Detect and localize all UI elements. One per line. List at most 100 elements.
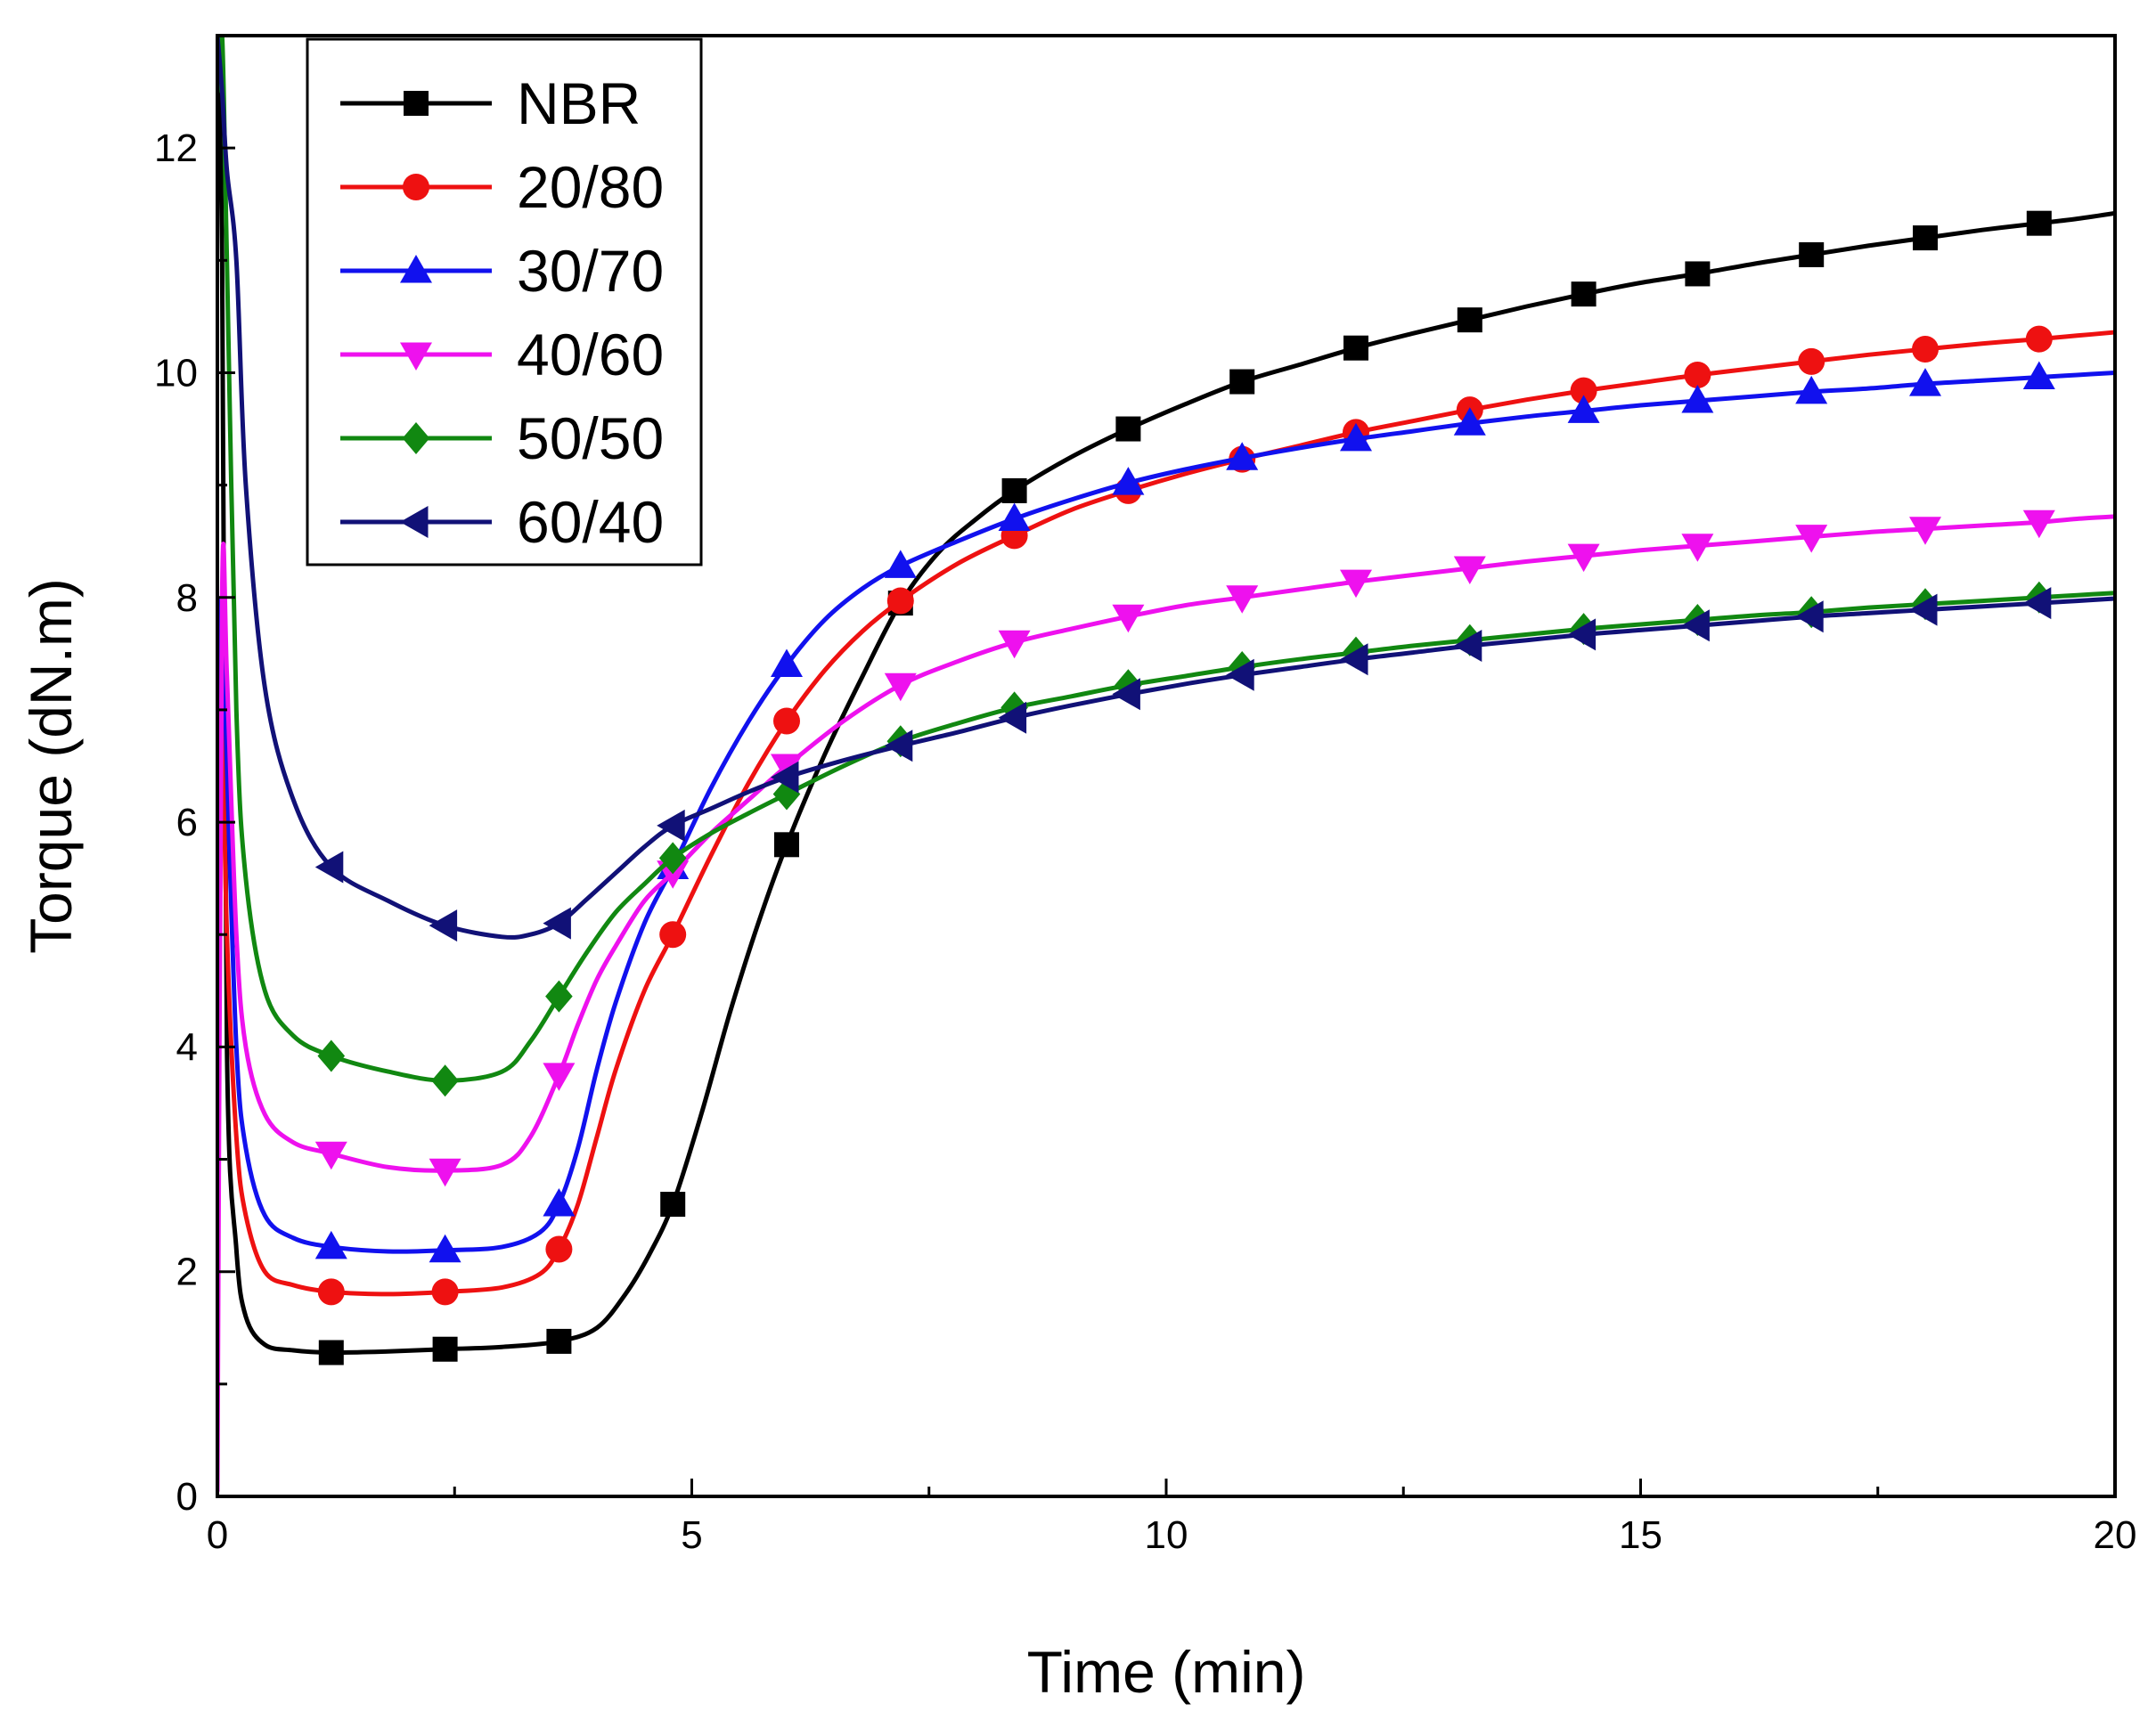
data-point (774, 832, 799, 858)
data-point (1567, 543, 1600, 573)
data-point (884, 550, 917, 578)
x-axis-title: Time (min) (1027, 1639, 1306, 1705)
data-point (1340, 643, 1368, 676)
data-point (1001, 477, 1027, 503)
legend: NBR 20/80 30/70 40/60 50/50 60/40 (306, 37, 703, 566)
data-point (429, 1158, 461, 1187)
data-point (2025, 325, 2053, 353)
legend-label: 60/40 (517, 489, 664, 555)
data-point (1567, 618, 1597, 651)
data-point (998, 630, 1031, 659)
data-point (429, 909, 458, 942)
data-point (1226, 658, 1254, 691)
legend-marker (400, 342, 432, 371)
data-point (543, 1188, 576, 1217)
legend-marker (400, 255, 432, 283)
data-point (431, 1064, 459, 1097)
data-point (1685, 261, 1711, 287)
data-point (1798, 347, 1825, 375)
data-point (771, 761, 799, 794)
data-point (317, 1039, 346, 1072)
y-axis-title: Torque (dN.m) (18, 578, 84, 954)
y-tick-label: 0 (176, 1475, 198, 1519)
data-point (886, 587, 914, 615)
data-point (314, 1230, 347, 1259)
data-point (1457, 307, 1482, 333)
data-point (2022, 361, 2055, 389)
data-point (1799, 242, 1825, 267)
data-point (771, 754, 803, 782)
data-point (1340, 422, 1372, 452)
legend-entry: 30/70 (340, 238, 664, 304)
data-point (1681, 534, 1714, 562)
data-point (660, 1192, 686, 1217)
x-tick-label: 15 (1619, 1513, 1662, 1557)
legend-entry: 50/50 (340, 405, 664, 471)
data-point (1112, 604, 1145, 633)
data-point (772, 778, 801, 811)
data-point (771, 648, 803, 677)
series-30-70 (217, 361, 2115, 1263)
legend-label: 40/60 (517, 322, 664, 387)
data-point (1453, 407, 1486, 436)
data-point (1112, 467, 1145, 495)
legend-entry: 20/80 (340, 154, 664, 220)
legend-entry: 40/60 (340, 322, 664, 387)
data-point (1913, 225, 1938, 251)
data-point (2022, 587, 2052, 620)
data-point (1795, 600, 1824, 633)
data-point (1571, 281, 1597, 307)
data-point (546, 1328, 572, 1354)
data-point (1795, 525, 1828, 553)
data-point (1453, 556, 1486, 584)
series-NBR (217, 36, 2115, 1365)
data-point (1909, 368, 1941, 396)
series-20-80 (217, 325, 2115, 1306)
data-point (545, 1235, 573, 1263)
data-point (1909, 593, 1938, 626)
axis-ticks: 0 5 10 15 20 0 2 4 6 8 10 12 (154, 34, 2137, 1557)
legend-label: 50/50 (517, 405, 664, 471)
data-point (1340, 569, 1372, 599)
data-point (1112, 678, 1140, 711)
x-tick-label: 10 (1145, 1513, 1188, 1557)
x-tick-label: 0 (207, 1513, 228, 1557)
y-tick-label: 4 (176, 1025, 198, 1069)
series-60-40 (217, 36, 2115, 942)
data-point (1684, 361, 1711, 388)
x-tick-label: 5 (681, 1513, 702, 1557)
data-point (1567, 395, 1600, 423)
data-point (884, 672, 917, 702)
legend-entry: 60/40 (340, 489, 664, 555)
legend-marker (404, 91, 429, 116)
y-tick-label: 10 (154, 351, 198, 395)
data-point (432, 1336, 458, 1362)
data-point (318, 1340, 344, 1365)
data-point (1453, 630, 1482, 662)
data-point (545, 980, 573, 1013)
data-point (1681, 609, 1710, 642)
data-point (2026, 210, 2052, 236)
y-tick-label: 6 (176, 801, 198, 844)
series-line (217, 514, 2115, 1494)
series-layer (217, 36, 2115, 1494)
x-tick-label: 20 (2094, 1513, 2137, 1557)
legend-label: NBR (517, 70, 641, 136)
data-point (1226, 585, 1259, 614)
data-point (884, 729, 913, 762)
data-point (1226, 442, 1259, 470)
data-point (659, 921, 687, 949)
legend-entry: NBR (340, 70, 641, 136)
data-point (1795, 375, 1828, 404)
data-point (773, 707, 800, 735)
y-tick-label: 2 (176, 1251, 198, 1294)
data-point (1570, 377, 1597, 404)
y-tick-label: 8 (176, 576, 198, 620)
data-point (314, 1141, 347, 1170)
data-point (1909, 517, 1941, 545)
data-point (1115, 416, 1141, 442)
legend-box (306, 37, 703, 566)
data-point (1343, 335, 1368, 361)
legend-marker (402, 422, 430, 454)
